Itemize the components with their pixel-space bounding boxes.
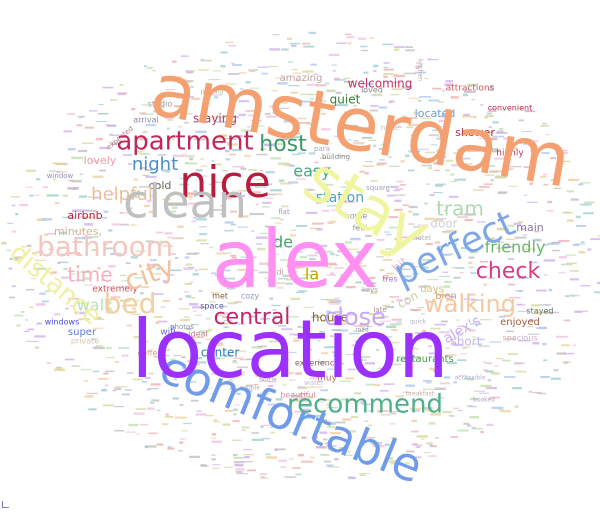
word-coffee: coffee xyxy=(138,349,163,358)
word-beautiful: beautiful xyxy=(280,391,315,400)
word-couple: couple xyxy=(240,385,260,392)
word-main: main xyxy=(516,221,544,234)
word-loved: loved xyxy=(361,86,383,95)
word-hotel: hotel xyxy=(413,234,431,242)
word-la: la xyxy=(305,265,319,284)
corner-mark xyxy=(2,501,9,508)
word-shower: shower xyxy=(455,126,495,139)
word-location: location xyxy=(131,303,448,396)
word-studio: studio xyxy=(148,100,173,109)
word-station: station xyxy=(316,190,364,206)
word-lovely: lovely xyxy=(84,154,117,167)
word-noise: noise xyxy=(381,124,400,132)
word-apartment: apartment xyxy=(116,127,253,157)
word-staying: staying xyxy=(193,112,237,126)
word-ideal: ideal xyxy=(188,330,207,339)
word-bien: bien xyxy=(435,291,457,302)
word-welcoming: welcoming xyxy=(348,77,413,91)
word-amazing: amazing xyxy=(280,73,323,84)
word-located: located xyxy=(415,107,456,120)
word-road: road xyxy=(355,327,369,334)
small-words-background xyxy=(0,31,600,480)
word-time: time xyxy=(67,263,112,287)
word-super: super xyxy=(68,327,97,338)
word-parking: parking xyxy=(201,89,224,96)
word-highly: highly xyxy=(496,149,524,159)
word-airbnb: airbnb xyxy=(67,209,102,222)
word-stayed: stayed xyxy=(527,307,554,316)
word-space: space xyxy=(200,302,224,311)
word-helpful: helpful xyxy=(91,184,153,205)
word-private: private xyxy=(71,337,99,346)
word-bathroom: bathroom xyxy=(37,230,173,263)
word-extremely: extremely xyxy=(92,285,138,295)
word-door: door xyxy=(430,217,457,231)
word-breakfast: breakfast xyxy=(406,391,435,398)
word-de: de xyxy=(273,233,293,252)
word-easy: easy xyxy=(293,162,330,181)
word-keys: keys xyxy=(362,286,378,294)
word-di: di xyxy=(276,268,283,277)
word-square: square xyxy=(366,184,390,192)
word-spacious: spacious xyxy=(503,334,538,343)
word-attractions: attractions xyxy=(446,84,495,94)
word-bed: bed xyxy=(104,287,157,320)
word-host: host xyxy=(259,132,307,157)
word-short: short xyxy=(451,335,482,349)
word-booked: booked xyxy=(473,397,495,404)
word-quick: quick xyxy=(410,319,427,326)
word-windows: windows xyxy=(45,318,80,327)
word-house: house xyxy=(312,311,348,325)
word-late: late xyxy=(373,306,386,314)
word-center: center xyxy=(201,346,240,360)
word-restaurants: restaurants xyxy=(396,354,453,365)
word-flat: flat xyxy=(278,208,290,216)
word-accessible: accessible xyxy=(454,375,485,382)
word-night: night xyxy=(132,154,178,175)
word-muy: muy xyxy=(317,374,337,384)
word-alex: alex xyxy=(212,213,378,306)
word-quiet: quiet xyxy=(330,93,361,107)
word-convenient: convenient xyxy=(488,104,532,113)
word-para: para xyxy=(314,145,330,153)
word-minutes-: minutes, xyxy=(54,225,102,238)
word-water: water xyxy=(304,379,324,387)
word-nice: nice xyxy=(179,157,270,208)
word-walking: walking xyxy=(424,290,516,318)
word-met: met xyxy=(212,292,228,301)
word-check: check xyxy=(476,259,541,284)
word-walk: walk xyxy=(77,296,114,315)
word-clean: clean xyxy=(123,175,247,229)
word-friendly: friendly xyxy=(485,238,546,257)
word-tres: tres xyxy=(382,275,397,284)
word-feel: feel xyxy=(353,224,368,233)
word-enjoyed: enjoyed xyxy=(500,317,540,328)
word-recommend: recommend xyxy=(287,390,443,420)
word-nights: nights xyxy=(479,147,498,154)
word-wifi: wifi xyxy=(160,328,176,338)
word-days: days xyxy=(420,284,444,295)
word-kitchen: kitchen xyxy=(417,59,424,81)
word-bottle: bottle xyxy=(259,377,277,384)
word-experience: experience xyxy=(295,359,339,368)
word-arrival: arrival xyxy=(133,116,158,125)
word-tram: tram xyxy=(436,197,484,221)
word-building: building xyxy=(322,153,350,161)
word-central: central xyxy=(214,305,291,330)
word-cozy: cozy xyxy=(241,292,259,301)
word-cold: cold xyxy=(149,179,172,192)
word-photos: photos xyxy=(170,323,194,331)
word-home: home xyxy=(345,212,368,221)
word-window: window xyxy=(47,172,74,180)
word-close: close xyxy=(324,303,386,331)
